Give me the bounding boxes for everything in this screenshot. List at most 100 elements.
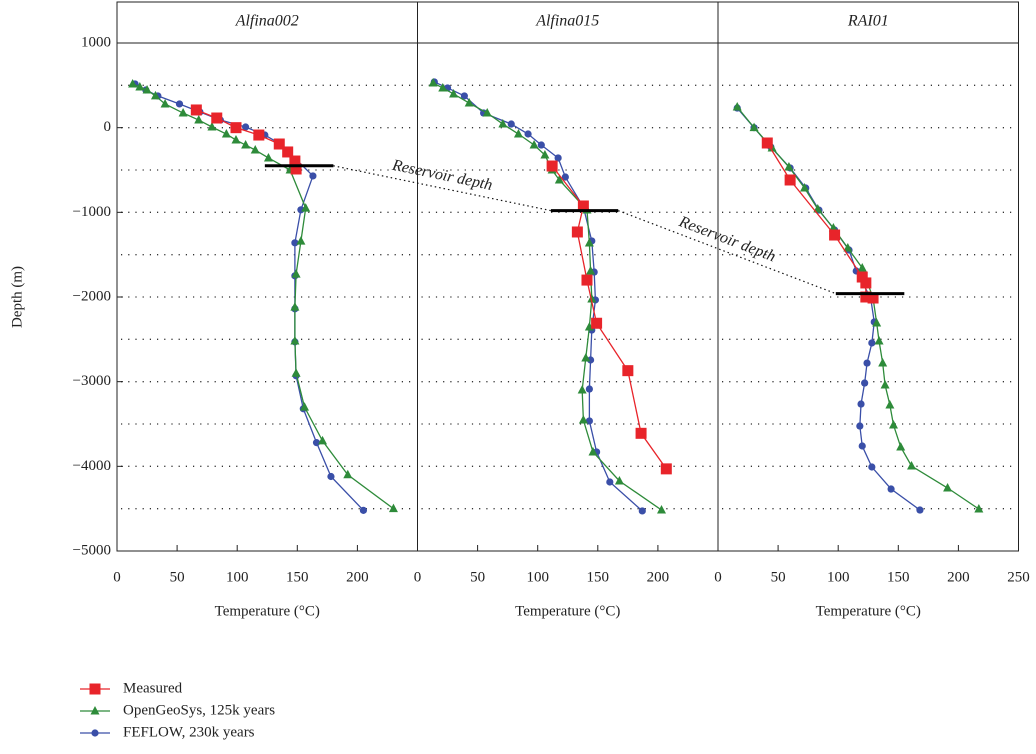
x-axis-label: Temperature (°C): [816, 603, 921, 619]
marker: [513, 129, 523, 138]
x-axis-label: Temperature (°C): [515, 603, 620, 619]
marker: [178, 108, 188, 117]
marker: [843, 242, 853, 252]
y-tick-label: 0: [104, 119, 112, 135]
marker: [428, 77, 438, 87]
marker: [585, 417, 593, 425]
marker: [860, 291, 872, 303]
y-tick-label: −4000: [73, 458, 111, 474]
marker: [289, 155, 301, 167]
series: [430, 78, 646, 515]
reservoir-connector: [333, 165, 552, 212]
x-tick-label: 0: [714, 569, 722, 585]
marker: [464, 98, 474, 107]
marker: [300, 402, 310, 411]
x-tick-label: 200: [346, 569, 369, 585]
marker: [175, 100, 184, 108]
marker: [585, 385, 593, 393]
x-tick-label: 0: [414, 569, 422, 585]
marker: [587, 293, 597, 303]
series-line: [736, 106, 980, 510]
series-line: [432, 82, 662, 511]
marker: [622, 365, 634, 377]
panel-title: Alfina015: [535, 13, 599, 30]
marker: [524, 130, 532, 138]
marker: [614, 475, 624, 485]
marker: [309, 172, 317, 180]
marker: [861, 379, 869, 387]
marker: [554, 154, 562, 162]
series: [546, 160, 672, 475]
legend-label: OpenGeoSys, 125k years: [123, 702, 275, 718]
series-line: [134, 83, 364, 511]
marker: [343, 469, 353, 479]
marker: [800, 183, 810, 192]
marker: [874, 336, 884, 345]
marker: [974, 504, 984, 513]
marker: [916, 506, 924, 514]
annotation: Reservoir depth: [676, 213, 778, 265]
marker: [242, 123, 250, 131]
panel-frame: [116, 1, 418, 552]
series-line: [736, 107, 921, 511]
marker: [507, 120, 515, 128]
marker: [241, 140, 251, 149]
marker: [784, 162, 794, 171]
marker: [290, 302, 300, 311]
marker: [732, 102, 742, 111]
x-tick-label: 100: [526, 569, 549, 585]
marker: [896, 441, 906, 451]
legend-marker: [90, 706, 100, 715]
marker: [857, 400, 865, 408]
x-tick-label: 0: [113, 569, 121, 585]
legend-label: Measured: [123, 680, 183, 696]
marker: [868, 339, 876, 347]
marker: [577, 384, 587, 394]
marker: [878, 358, 888, 367]
x-tick-label: 150: [286, 569, 309, 585]
marker: [887, 485, 895, 493]
panel-frame: [417, 1, 719, 552]
series: [428, 77, 667, 514]
legend-marker: [91, 729, 99, 737]
marker: [318, 435, 328, 445]
marker: [529, 140, 539, 149]
x-tick-label: 100: [827, 569, 850, 585]
x-axis-label: Temperature (°C): [215, 603, 320, 619]
marker: [888, 420, 898, 429]
panel-frame: [717, 1, 1019, 552]
marker: [577, 200, 589, 212]
panel-title: RAI01: [847, 13, 889, 30]
marker: [207, 121, 217, 131]
x-tick-label: 150: [887, 569, 910, 585]
x-tick-label: 50: [470, 569, 485, 585]
marker: [554, 174, 564, 184]
marker: [591, 317, 603, 329]
marker: [290, 336, 300, 345]
marker: [829, 229, 841, 241]
marker: [606, 478, 614, 486]
marker: [638, 507, 646, 515]
y-axis-label: Depth (m): [9, 266, 25, 328]
x-tick-label: 200: [947, 569, 970, 585]
series: [190, 104, 302, 175]
marker: [586, 266, 596, 275]
marker: [160, 98, 170, 108]
marker: [584, 237, 594, 247]
marker: [828, 222, 838, 232]
marker: [449, 88, 459, 98]
marker: [263, 152, 273, 162]
marker: [135, 82, 145, 91]
marker: [194, 115, 204, 124]
marker: [253, 129, 265, 141]
marker: [561, 173, 569, 181]
marker: [571, 226, 583, 238]
marker: [211, 112, 223, 124]
reservoir-connector: [618, 210, 837, 295]
series: [131, 80, 368, 514]
marker: [586, 356, 595, 364]
marker: [273, 138, 285, 150]
x-tick-label: 50: [170, 569, 185, 585]
x-tick-label: 50: [771, 569, 786, 585]
marker: [856, 271, 868, 283]
